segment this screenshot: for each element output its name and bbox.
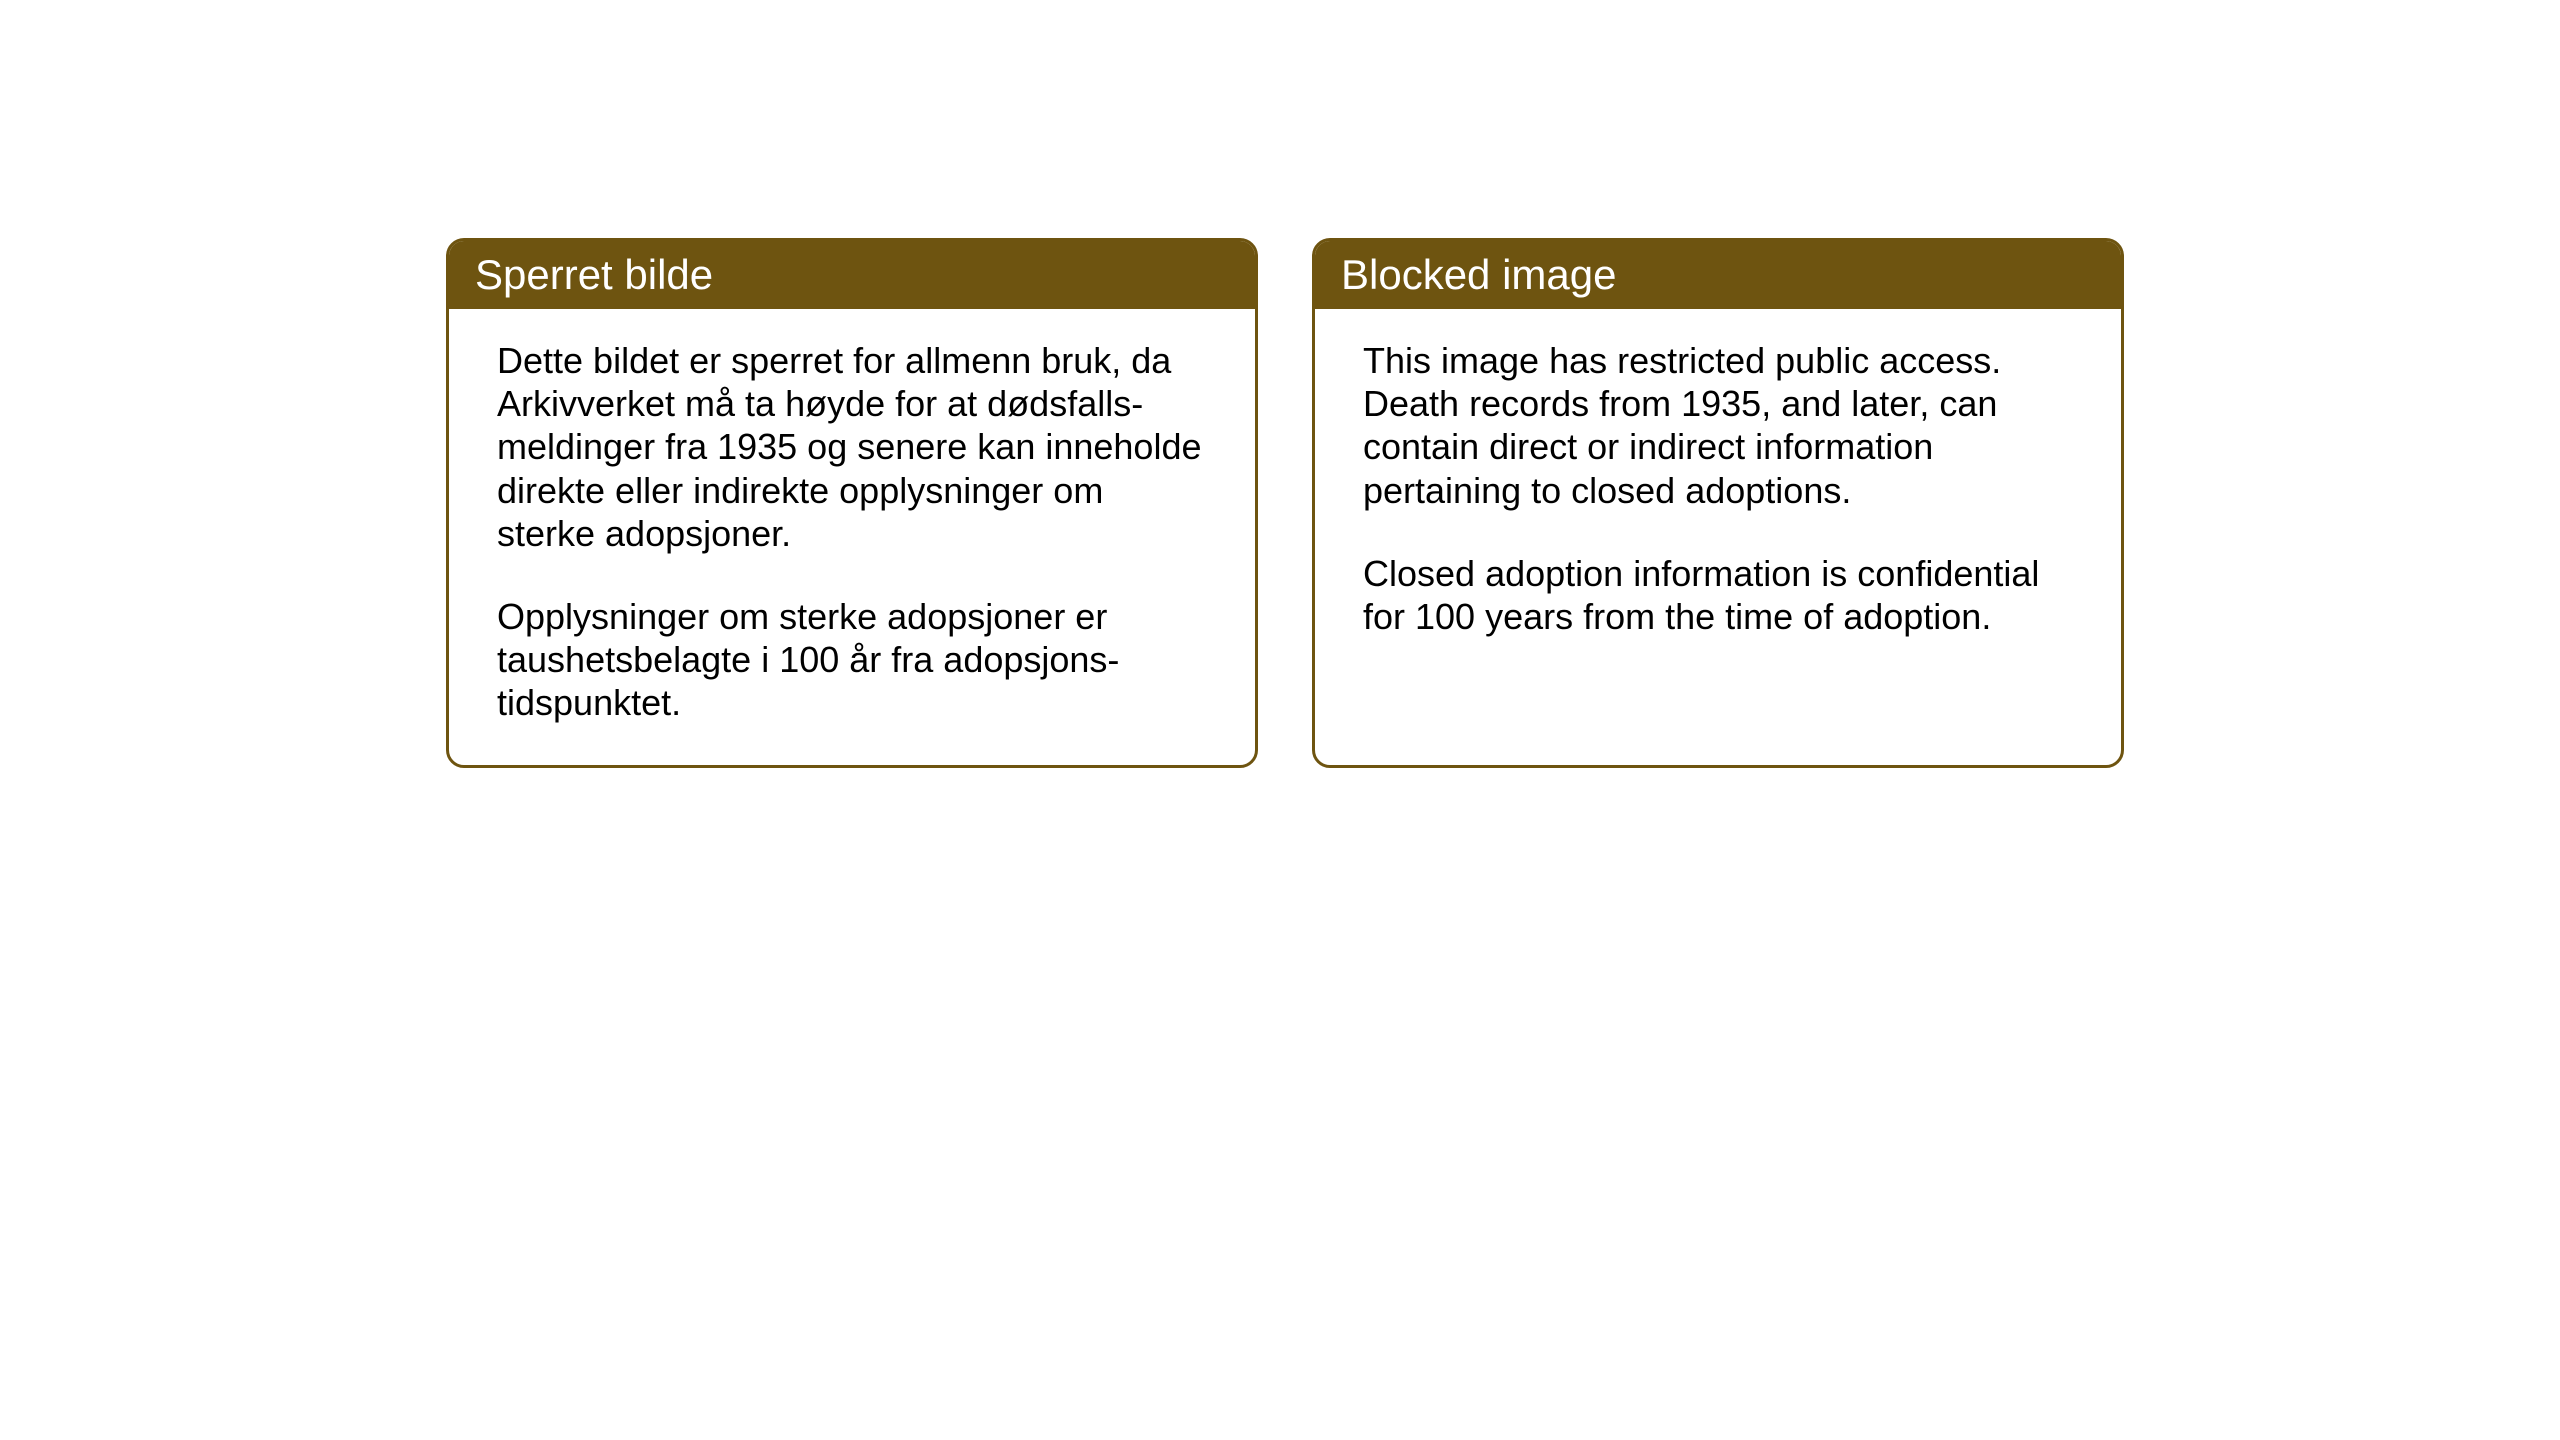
card-title-norwegian: Sperret bilde (475, 251, 713, 298)
card-body-english: This image has restricted public access.… (1315, 309, 2121, 678)
card-paragraph-1-norwegian: Dette bildet er sperret for allmenn bruk… (497, 339, 1207, 555)
card-paragraph-2-norwegian: Opplysninger om sterke adopsjoner er tau… (497, 595, 1207, 725)
card-header-norwegian: Sperret bilde (449, 241, 1255, 309)
notice-card-english: Blocked image This image has restricted … (1312, 238, 2124, 768)
card-header-english: Blocked image (1315, 241, 2121, 309)
notice-container: Sperret bilde Dette bildet er sperret fo… (446, 238, 2124, 768)
card-body-norwegian: Dette bildet er sperret for allmenn bruk… (449, 309, 1255, 765)
card-paragraph-1-english: This image has restricted public access.… (1363, 339, 2073, 512)
notice-card-norwegian: Sperret bilde Dette bildet er sperret fo… (446, 238, 1258, 768)
card-paragraph-2-english: Closed adoption information is confident… (1363, 552, 2073, 638)
card-title-english: Blocked image (1341, 251, 1616, 298)
